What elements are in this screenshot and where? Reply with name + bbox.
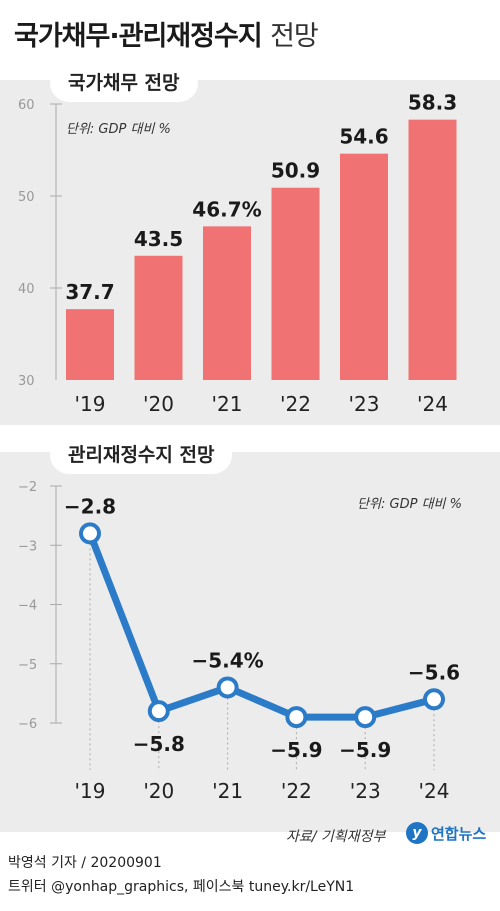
page-title: 국가채무·관리재정수지 전망 (14, 14, 319, 53)
point-value-label: −5.6 (408, 660, 460, 684)
bar-24 (408, 119, 457, 380)
bar-23 (340, 153, 388, 380)
yonhap-logo: y 연합뉴스 (406, 822, 486, 844)
x-tick-label: '24 (417, 392, 448, 416)
credit-reporter: 박영석 기자 / 20200901 (8, 855, 162, 871)
bar-value-label: 46.7% (192, 197, 261, 221)
bar-21 (203, 226, 251, 380)
point-value-label: −5.4% (191, 648, 263, 672)
x-tick-label: '22 (280, 392, 311, 416)
x-tick-label: '23 (349, 392, 380, 416)
bar-value-label: 43.5 (134, 227, 183, 251)
data-point (354, 706, 377, 729)
y-tick-label: −6 (18, 717, 37, 732)
debt-chart-title: 국가채무 전망 (50, 64, 198, 102)
title-bold: 국가채무·관리재정수지 (14, 21, 263, 52)
series-line (86, 532, 435, 721)
bar-value-label: 50.9 (271, 159, 320, 183)
x-tick-label: '19 (75, 779, 106, 803)
x-tick-label: '23 (350, 779, 381, 803)
x-tick-label: '22 (281, 779, 312, 803)
logo-mark-icon: y (406, 822, 428, 844)
data-point (147, 700, 170, 723)
x-tick-label: '20 (143, 779, 174, 803)
data-point (423, 688, 445, 711)
y-tick-label: −2 (18, 480, 37, 495)
debt-bar-chart: 30 40 50 60 단위: GDP 대비 % 37.7 '19 43.5 '20 46.7% '… (18, 91, 457, 416)
x-tick-label: '20 (143, 392, 174, 416)
title-light: 전망 (270, 21, 319, 52)
x-tick-label: '21 (212, 779, 243, 803)
data-point (216, 676, 239, 699)
bar-22 (271, 187, 320, 380)
logo-text: 연합뉴스 (431, 824, 487, 843)
data-point (79, 522, 101, 545)
bar-20 (134, 255, 183, 380)
bar-value-label: 37.7 (65, 280, 114, 304)
y-tick-label: −3 (18, 539, 37, 554)
source-note: 자료/ 기획재정부 (286, 829, 386, 845)
bar-value-label: 54.6 (339, 125, 388, 149)
y-tick-label: 60 (18, 98, 35, 113)
bar-19 (66, 309, 114, 380)
balance-chart-panel (0, 452, 500, 832)
y-tick-label: 40 (18, 282, 35, 297)
balance-line-chart: −2 −3 −4 −5 −6 단위: GDP 대비 % −2.8 '19 −5.8 '20 −5.4… (18, 480, 462, 803)
x-tick-label: '21 (212, 392, 243, 416)
bar-value-label: 58.3 (408, 91, 457, 115)
data-point (285, 706, 308, 729)
point-value-label: −5.9 (339, 738, 391, 762)
point-value-label: −5.8 (133, 732, 185, 756)
point-value-label: −5.9 (270, 738, 322, 762)
unit-note: 단위: GDP 대비 % (66, 122, 171, 137)
y-tick-label: 30 (18, 374, 35, 389)
y-tick-label: −5 (18, 658, 37, 673)
x-tick-label: '19 (75, 392, 106, 416)
point-value-label: −2.8 (64, 494, 116, 518)
x-tick-label: '24 (419, 779, 450, 803)
y-tick-label: 50 (18, 190, 35, 205)
unit-note: 단위: GDP 대비 % (357, 497, 462, 512)
credit-social: 트위터 @yonhap_graphics, 페이스북 tuney.kr/LeYN… (8, 879, 355, 895)
y-tick-label: −4 (18, 599, 37, 614)
balance-chart-title: 관리재정수지 전망 (50, 436, 233, 474)
